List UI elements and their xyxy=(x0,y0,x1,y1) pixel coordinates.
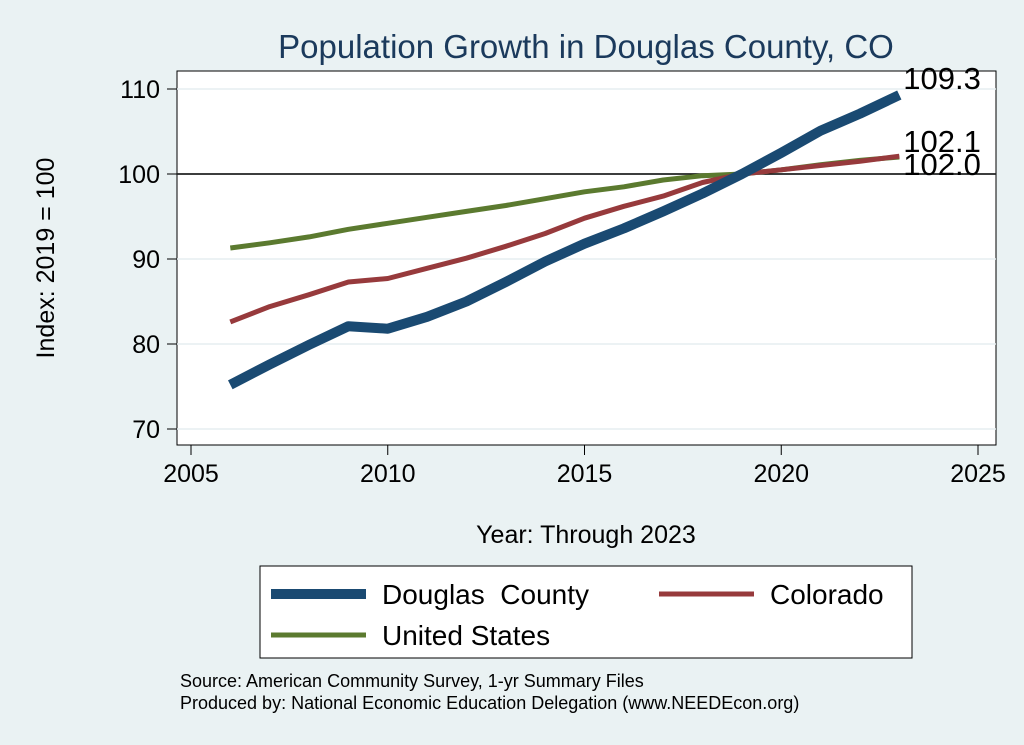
legend-label: United States xyxy=(382,620,550,651)
end-label-douglas-county: 109.3 xyxy=(903,61,981,96)
x-tick-label: 2020 xyxy=(753,460,809,488)
legend-label: Douglas County xyxy=(382,579,589,610)
x-tick-label: 2005 xyxy=(163,460,219,488)
x-tick-label: 2025 xyxy=(950,460,1006,488)
y-tick-label: 80 xyxy=(132,331,160,359)
legend: Douglas County Colorado United States xyxy=(271,579,884,651)
source-line-2: Produced by: National Economic Education… xyxy=(180,693,799,713)
y-tick-label: 110 xyxy=(120,76,160,104)
series-line-colorado xyxy=(229,153,900,325)
x-axis-label: Year: Through 2023 xyxy=(476,521,696,549)
chart-title: Population Growth in Douglas County, CO xyxy=(278,28,894,65)
y-tick-label: 70 xyxy=(132,416,160,444)
x-tick-label: 2010 xyxy=(360,460,416,488)
y-tick-label: 90 xyxy=(132,246,160,274)
y-axis-label: Index: 2019 = 100 xyxy=(32,158,60,359)
series-lines xyxy=(228,90,902,390)
end-label-united-states: 102.0 xyxy=(903,147,981,182)
end-label-colorado: 102.1 xyxy=(903,124,981,159)
x-tick-label: 2015 xyxy=(557,460,613,488)
plot-area xyxy=(176,70,997,446)
x-axis: 2005 2010 2015 2020 2025 xyxy=(163,445,1006,488)
y-tick-label: 100 xyxy=(118,161,160,189)
y-axis: 70 80 90 100 110 xyxy=(118,76,177,444)
source-line-1: Source: American Community Survey, 1-yr … xyxy=(180,671,644,691)
legend-box xyxy=(259,565,913,659)
series-line-douglas-county xyxy=(228,90,902,390)
legend-label: Colorado xyxy=(770,579,884,610)
